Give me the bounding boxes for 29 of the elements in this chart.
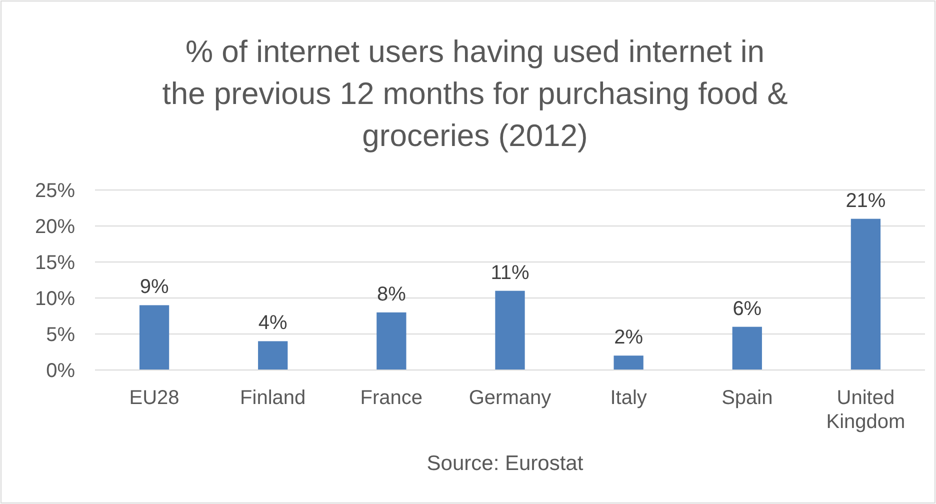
- bar: [376, 312, 406, 370]
- y-tick-label: 20%: [34, 216, 76, 238]
- bar: [614, 356, 644, 370]
- bar: [139, 305, 170, 370]
- data-label: 6%: [732, 298, 762, 320]
- data-label: 4%: [258, 312, 288, 334]
- y-tick-label: 5%: [46, 324, 76, 346]
- x-tick-label: Finland: [240, 387, 306, 409]
- bar: [732, 326, 762, 370]
- x-tick-label: United Kingdom: [826, 387, 906, 433]
- data-label: 11%: [490, 262, 530, 284]
- chart-title: % of internet users having used internet in the previous 12 months for purchasing food & groceries (2012): [162, 34, 788, 153]
- y-tick-label: 10%: [34, 288, 76, 310]
- source-note: Source: Eurostat: [426, 452, 584, 475]
- y-tick-label: 25%: [34, 180, 76, 202]
- x-tick-label: EU28: [129, 387, 180, 409]
- data-label: 8%: [376, 283, 406, 306]
- x-tick-label: Spain: [722, 387, 773, 409]
- bar: [258, 341, 288, 370]
- data-label: 9%: [140, 276, 169, 298]
- x-tick-label: Germany: [468, 387, 552, 409]
- data-label: 21%: [846, 190, 886, 212]
- bar: [495, 290, 525, 370]
- y-tick-label: 15%: [34, 252, 76, 274]
- x-tick-label: Italy: [610, 387, 647, 409]
- data-label: 2%: [614, 326, 644, 349]
- x-tick-label: France: [360, 387, 423, 409]
- bar: [850, 218, 881, 370]
- y-tick-label: 0%: [46, 360, 76, 382]
